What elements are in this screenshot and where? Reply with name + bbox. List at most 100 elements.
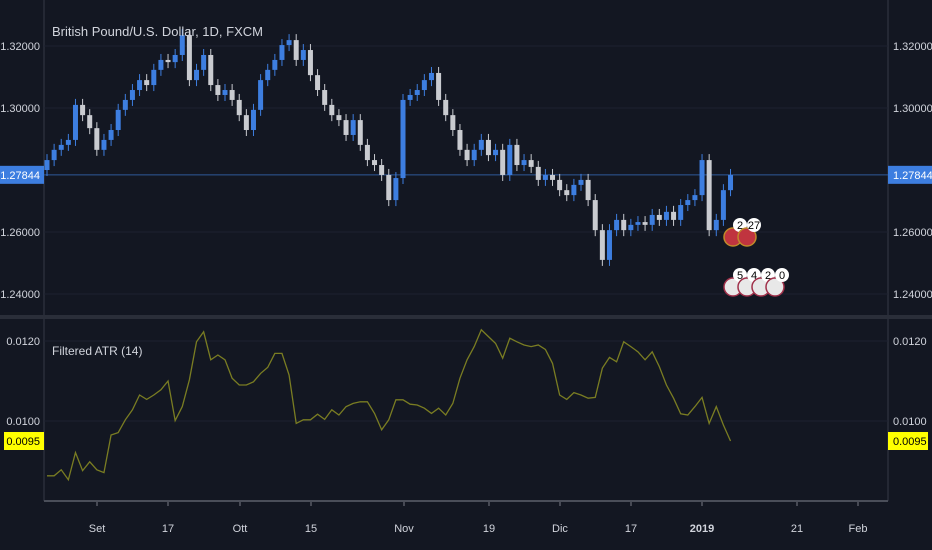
candle-body [300, 50, 306, 60]
event-count: 27 [748, 220, 760, 232]
price-tick-right: 1.30000 [893, 103, 932, 115]
event-count: 2 [737, 220, 743, 232]
candle-body [407, 94, 413, 100]
candle-body [436, 72, 442, 100]
candle-body [720, 190, 726, 220]
last-price-label-left [0, 165, 44, 184]
candle-body [108, 130, 114, 140]
candle-body [671, 211, 677, 220]
pane-divider [0, 315, 932, 319]
candle-body [343, 120, 349, 135]
candle-body [649, 214, 655, 225]
candle-body [151, 69, 157, 86]
candle-body [706, 160, 712, 231]
candle-body [329, 104, 335, 116]
candle-body [528, 160, 534, 167]
candle-body [414, 90, 420, 95]
time-tick-label: 17 [162, 523, 174, 535]
candle-body [265, 69, 271, 81]
candle-body [122, 99, 128, 110]
candle-body [65, 139, 71, 145]
candle-body [450, 115, 456, 131]
candle-body [322, 90, 328, 105]
candle-body [236, 99, 242, 116]
candle-body [578, 179, 584, 185]
candle-body [229, 90, 235, 100]
candle-body [129, 90, 135, 100]
candle-body [286, 40, 292, 46]
price-tick-right: 1.26000 [893, 227, 932, 239]
candle-body [471, 149, 477, 161]
price-tick-left: 1.32000 [0, 41, 40, 53]
candle-body [699, 160, 705, 196]
time-tick-label: Set [89, 523, 106, 535]
candle-body [642, 222, 648, 225]
candle-body [421, 80, 427, 91]
atr-tick-right: 0.0120 [893, 336, 927, 348]
candle-body [400, 99, 406, 179]
candle-body [428, 72, 434, 81]
time-tick-label: 15 [305, 523, 317, 535]
event-count: 0 [779, 270, 785, 282]
candle-body [315, 75, 321, 91]
candle-body [386, 174, 392, 201]
atr-tick-right: 0.0100 [893, 416, 927, 428]
candle-body [336, 115, 342, 121]
candle-body [243, 115, 249, 131]
candle-body [599, 230, 605, 260]
candle-body [443, 99, 449, 116]
candle-body [372, 160, 378, 166]
candle-body [713, 219, 719, 231]
price-tick-left: 1.24000 [0, 289, 40, 301]
candle-body [293, 40, 299, 60]
candle-body [728, 174, 734, 191]
atr-last-right: 0.0095 [893, 436, 927, 448]
candle-body [179, 35, 185, 55]
time-tick-label: 17 [625, 523, 637, 535]
candle-body [158, 59, 164, 70]
indicator-title: Filtered ATR (14) [52, 344, 143, 358]
time-tick-label: 2019 [690, 523, 714, 535]
candle-body [51, 149, 57, 161]
last-price-label-right [888, 165, 932, 184]
candle-body [685, 200, 691, 206]
price-tick-right: 1.32000 [893, 41, 932, 53]
candle-body [592, 200, 598, 231]
candle-body [564, 190, 570, 196]
atr-value-label-right [888, 432, 928, 450]
atr-last-left: 0.0095 [6, 436, 40, 448]
candle-body [635, 222, 641, 225]
candle-body [137, 80, 143, 91]
candle-body [614, 219, 620, 231]
candle-body [485, 139, 491, 156]
candle-body [628, 224, 634, 231]
candle-body [279, 45, 285, 60]
time-tick-label: Dic [552, 523, 568, 535]
candle-body [350, 120, 356, 135]
candle-body [621, 219, 627, 231]
candle-body [101, 139, 107, 150]
candle-body [144, 80, 150, 86]
atr-line [47, 328, 732, 482]
event-count: 2 [765, 270, 771, 282]
chart-title: British Pound/U.S. Dollar, 1D, FXCM [52, 24, 263, 39]
candle-body [44, 160, 50, 170]
uk-flag-icon [737, 227, 757, 247]
candle-body [678, 205, 684, 220]
candle-body [379, 165, 385, 175]
candle-body [94, 128, 100, 150]
event-count: 4 [751, 270, 757, 282]
candle-body [656, 214, 662, 220]
candle-body [80, 104, 86, 116]
candle-body [307, 50, 313, 76]
candle-body [571, 184, 577, 196]
event-count: 5 [737, 270, 743, 282]
candle-body [165, 59, 171, 63]
atr-tick-left: 0.0100 [6, 416, 40, 428]
candle-body [478, 139, 484, 150]
candle-body [201, 54, 207, 70]
candle-body [663, 211, 669, 220]
candle-body [222, 90, 228, 95]
candle-body [585, 179, 591, 201]
